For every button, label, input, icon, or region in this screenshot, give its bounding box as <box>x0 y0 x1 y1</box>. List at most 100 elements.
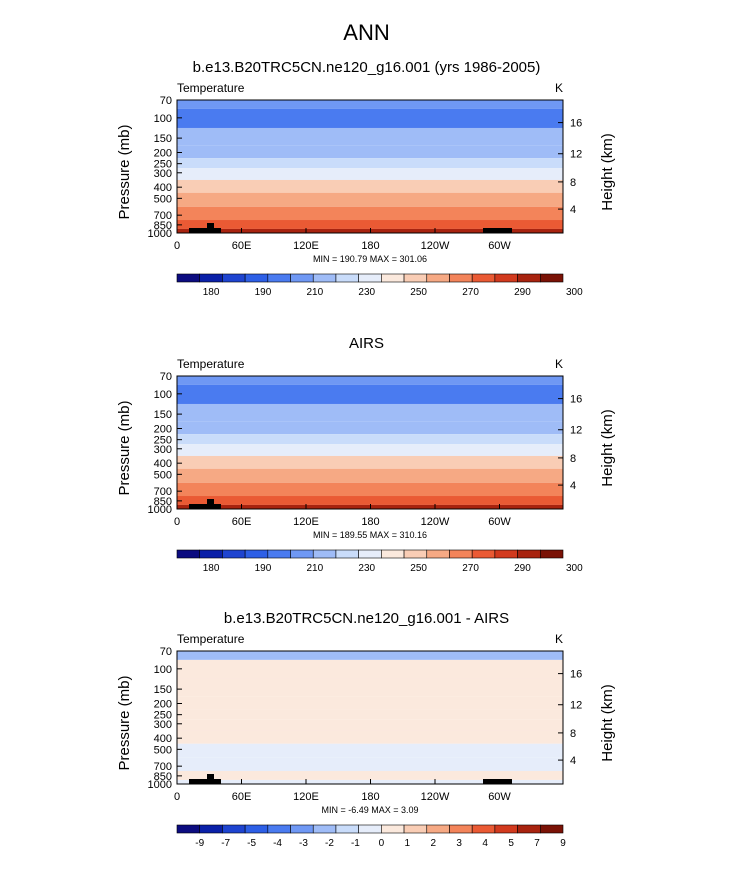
y2-axis-label: Height (km) <box>599 409 616 487</box>
contour-band <box>177 743 563 758</box>
y-tick-label: 150 <box>154 409 172 421</box>
colorbar-label: 290 <box>514 287 531 298</box>
y-tick-label: 100 <box>154 664 172 676</box>
y2-axis-label: Height (km) <box>599 684 616 762</box>
contour-band <box>177 659 563 679</box>
contour-band <box>177 145 563 159</box>
y-tick-label: 400 <box>154 182 172 194</box>
contour-band <box>177 444 563 456</box>
x-tick-label: 120E <box>293 516 319 528</box>
y-tick-label: 700 <box>154 210 172 222</box>
y2-tick-label: 12 <box>570 149 582 161</box>
min-max-stats: MIN = 190.79 MAX = 301.06 <box>313 254 427 264</box>
y-tick-label: 400 <box>154 733 172 745</box>
y2-tick-label: 12 <box>570 700 582 712</box>
colorbar-label: -5 <box>247 838 256 849</box>
contour-band <box>177 757 563 772</box>
y-tick-label: 250 <box>154 710 172 722</box>
units-label: K <box>555 81 563 95</box>
colorbar-segment <box>403 824 428 834</box>
left-string: Temperature <box>177 632 245 646</box>
y-tick-label: 150 <box>154 133 172 145</box>
x-tick-label: 180 <box>361 791 379 803</box>
x-tick-label: 60E <box>232 791 252 803</box>
contour-band <box>177 100 563 109</box>
figure-title: ANN <box>343 20 390 45</box>
y2-tick-label: 8 <box>570 177 576 189</box>
x-tick-label: 0 <box>174 516 180 528</box>
y-tick-label: 1000 <box>148 504 172 516</box>
contour-band <box>177 678 563 697</box>
colorbar-label: 3 <box>456 838 462 849</box>
colorbar-label: 300 <box>566 287 583 298</box>
colorbar-segment <box>449 824 473 834</box>
colorbar-label: 250 <box>410 287 427 298</box>
y2-tick-label: 4 <box>570 204 576 216</box>
contour-band <box>177 719 563 731</box>
x-tick-label: 180 <box>361 516 379 528</box>
colorbar-segment <box>244 824 269 834</box>
colorbar-segment <box>290 824 314 834</box>
colorbar-label: 0 <box>379 838 385 849</box>
x-tick-label: 0 <box>174 791 180 803</box>
colorbar-label: -4 <box>273 838 282 849</box>
y-tick-label: 850 <box>154 220 172 232</box>
contour-band <box>177 696 563 710</box>
y-tick-label: 250 <box>154 159 172 171</box>
x-tick-label: 120W <box>421 516 450 528</box>
left-string: Temperature <box>177 357 245 371</box>
colorbar-segment <box>176 824 201 834</box>
y2-tick-label: 12 <box>570 425 582 437</box>
colorbar-segment <box>222 824 246 834</box>
y-tick-label: 300 <box>154 719 172 731</box>
colorbar-segment <box>539 549 564 559</box>
y2-tick-label: 16 <box>570 669 582 681</box>
contour-band <box>177 421 563 435</box>
y-tick-label: 200 <box>154 699 172 711</box>
min-max-stats: MIN = 189.55 MAX = 310.16 <box>313 530 427 540</box>
y-tick-label: 850 <box>154 771 172 783</box>
y-tick-label: 250 <box>154 435 172 447</box>
colorbar-label: 230 <box>358 287 375 298</box>
colorbar-label: 180 <box>203 563 220 574</box>
contour-band <box>177 376 563 385</box>
x-tick-label: 0 <box>174 240 180 252</box>
y-axis-label: Pressure (mb) <box>116 124 133 219</box>
left-string: Temperature <box>177 81 245 95</box>
colorbar-segment <box>358 824 382 834</box>
colorbar-label: 9 <box>560 838 566 849</box>
topography <box>207 499 214 505</box>
colorbar-label: -2 <box>325 838 334 849</box>
contour-band <box>177 127 563 146</box>
contour-band <box>177 384 563 404</box>
y-tick-label: 1000 <box>148 779 172 791</box>
y-tick-label: 100 <box>154 113 172 125</box>
panel-2-title: AIRS <box>348 335 384 352</box>
colorbar-label: 180 <box>203 287 220 298</box>
x-tick-label: 60W <box>488 791 511 803</box>
contour-band <box>177 168 563 180</box>
contour-band <box>177 651 563 660</box>
contour-band <box>177 455 563 469</box>
y-tick-label: 70 <box>160 371 172 383</box>
y-tick-label: 700 <box>154 486 172 498</box>
contour-band <box>177 771 563 780</box>
colorbar-segment <box>494 824 518 834</box>
panel-3-title: b.e13.B20TRC5CN.ne120_g16.001 - AIRS <box>223 610 510 627</box>
x-tick-label: 60E <box>232 240 252 252</box>
y-tick-label: 1000 <box>148 228 172 240</box>
y2-axis-label: Height (km) <box>599 133 616 211</box>
colorbar-label: 4 <box>482 838 488 849</box>
contour-band <box>177 192 563 207</box>
colorbar-label: 230 <box>358 563 375 574</box>
contour-band <box>177 403 563 422</box>
y-tick-label: 100 <box>154 389 172 401</box>
x-tick-label: 120W <box>421 240 450 252</box>
colorbar-label: 190 <box>255 563 272 574</box>
y-tick-label: 500 <box>154 744 172 756</box>
colorbar-segment <box>312 824 337 834</box>
colorbar-label: 7 <box>534 838 540 849</box>
x-tick-label: 120W <box>421 791 450 803</box>
